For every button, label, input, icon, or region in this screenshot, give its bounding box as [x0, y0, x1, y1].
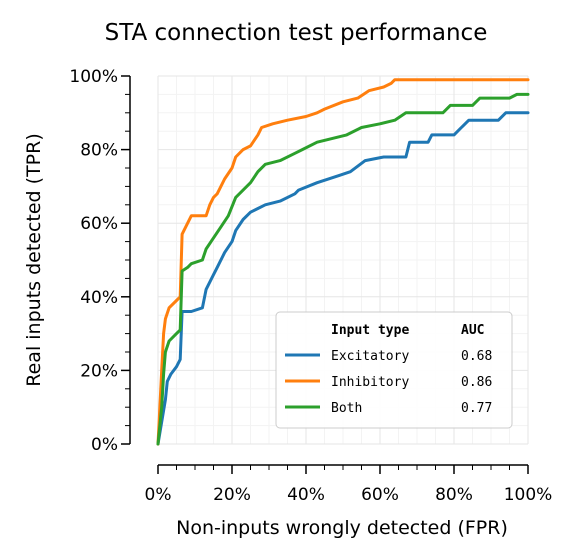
chart-title: STA connection test performance: [105, 20, 488, 46]
y-tick-label: 40%: [80, 288, 118, 308]
tick-labels: 0% 20% 40% 60% 80% 100% 0% 20% 40% 60% 80% 100%: [69, 67, 552, 505]
y-tick-label: 100%: [69, 67, 118, 87]
x-axis-label: Non-inputs wrongly detected (FPR): [176, 517, 508, 539]
series-layer: [156, 78, 530, 446]
legend-entry-auc: 0.68: [461, 349, 492, 364]
y-tick-label: 0%: [91, 435, 118, 455]
y-tick-label: 20%: [80, 361, 118, 381]
legend-entry-name: Excitatory: [331, 349, 409, 364]
x-tick-label: 100%: [504, 485, 553, 505]
y-tick-label: 60%: [80, 214, 118, 234]
legend-entry-name: Inhibitory: [331, 375, 409, 390]
x-tick-label: 0%: [145, 485, 172, 505]
legend-header-type: Input type: [331, 323, 409, 338]
legend-entry-name: Both: [331, 401, 362, 416]
legend-entry-auc: 0.86: [461, 375, 492, 390]
y-tick-label: 80%: [80, 141, 118, 161]
legend-entry-auc: 0.77: [461, 401, 492, 416]
axes: [121, 75, 529, 474]
series-line-inhibitory: [156, 78, 530, 446]
x-tick-label: 20%: [213, 485, 251, 505]
legend-header-auc: AUC: [461, 323, 484, 338]
x-tick-label: 60%: [361, 485, 399, 505]
legend-box: [275, 311, 513, 429]
y-axis-label: Real inputs detected (TPR): [23, 133, 45, 386]
series-line-excitatory: [156, 111, 530, 446]
x-tick-label: 40%: [287, 485, 325, 505]
x-tick-label: 80%: [435, 485, 473, 505]
series-line-both: [156, 92, 530, 446]
legend: Input type AUC Excitatory 0.68 Inhibitory 0.8…: [275, 311, 513, 429]
